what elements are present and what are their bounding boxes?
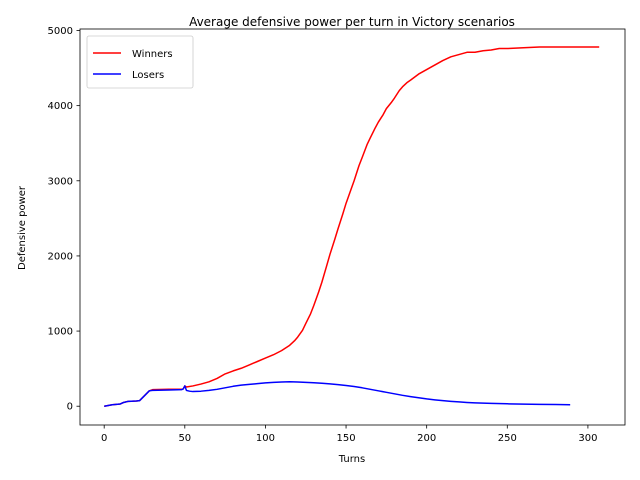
x-tick-label: 50	[178, 433, 191, 444]
chart-title: Average defensive power per turn in Vict…	[189, 15, 515, 29]
series-line-losers	[104, 381, 571, 407]
y-axis-label: Defensive power	[17, 185, 28, 270]
legend-box	[86, 35, 194, 89]
y-tick-label: 0	[67, 402, 73, 413]
x-tick-label: 0	[101, 433, 107, 444]
y-tick-label: 1000	[48, 327, 73, 338]
y-tick-label: 2000	[48, 251, 73, 262]
y-tick-label: 3000	[48, 176, 73, 187]
plot-frame	[79, 28, 626, 426]
x-axis-label: Turns	[338, 454, 365, 465]
x-tick-label: 100	[256, 433, 275, 444]
legend-label-winners: Winners	[132, 49, 173, 60]
legend-label-losers: Losers	[132, 70, 164, 81]
legend: Winners Losers	[86, 35, 194, 89]
x-tick-label: 250	[498, 433, 517, 444]
x-tick-label: 300	[578, 433, 597, 444]
x-tick-label: 200	[417, 433, 436, 444]
y-tick-label: 4000	[48, 101, 73, 112]
x-tick-label: 150	[337, 433, 356, 444]
y-tick-label: 5000	[48, 26, 73, 37]
